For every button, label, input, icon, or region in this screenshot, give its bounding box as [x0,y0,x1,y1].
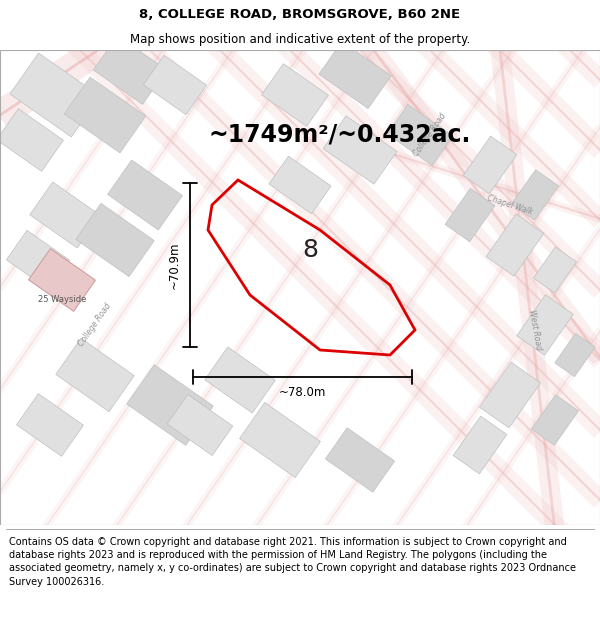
Text: 8: 8 [302,238,318,262]
Polygon shape [479,362,541,428]
Polygon shape [10,53,100,137]
Polygon shape [262,64,328,126]
Polygon shape [453,416,507,474]
Text: Contains OS data © Crown copyright and database right 2021. This information is : Contains OS data © Crown copyright and d… [9,537,576,587]
Polygon shape [463,136,517,194]
Polygon shape [239,402,320,478]
Polygon shape [76,203,154,277]
Polygon shape [445,188,495,242]
Polygon shape [387,104,453,166]
Text: College Road: College Road [77,302,113,348]
Polygon shape [269,156,331,214]
Polygon shape [205,347,275,413]
Polygon shape [127,365,213,445]
Polygon shape [30,182,100,248]
Polygon shape [325,428,395,493]
Polygon shape [64,77,146,153]
Polygon shape [319,41,391,109]
Polygon shape [94,36,167,104]
Polygon shape [0,109,64,171]
Polygon shape [17,394,83,456]
Polygon shape [533,247,577,293]
Polygon shape [143,56,206,114]
Text: ~70.9m: ~70.9m [167,241,181,289]
Polygon shape [29,249,95,311]
Text: ~78.0m: ~78.0m [279,386,326,399]
Text: Map shows position and indicative extent of the property.: Map shows position and indicative extent… [130,32,470,46]
Polygon shape [532,395,578,445]
Text: 25 Wayside: 25 Wayside [38,296,86,304]
Polygon shape [555,333,595,377]
Polygon shape [107,160,182,230]
Polygon shape [56,338,134,412]
Text: Chapel Walk: Chapel Walk [486,193,534,217]
Text: College Road: College Road [412,112,448,158]
Text: ~1749m²/~0.432ac.: ~1749m²/~0.432ac. [209,123,471,147]
Polygon shape [517,295,573,355]
Polygon shape [511,170,559,220]
Polygon shape [323,116,397,184]
Text: West Road: West Road [527,309,543,351]
Polygon shape [167,394,233,456]
Text: 8, COLLEGE ROAD, BROMSGROVE, B60 2NE: 8, COLLEGE ROAD, BROMSGROVE, B60 2NE [139,8,461,21]
Polygon shape [486,214,544,276]
Polygon shape [7,231,70,289]
